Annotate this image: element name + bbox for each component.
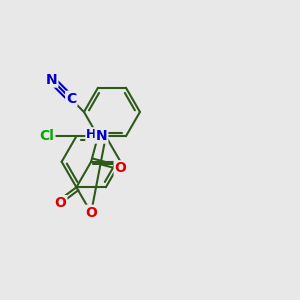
Text: O: O: [85, 206, 97, 220]
Text: O: O: [115, 161, 127, 175]
Text: N: N: [46, 73, 57, 87]
Text: Cl: Cl: [40, 129, 54, 143]
Text: H: H: [86, 128, 97, 141]
Text: C: C: [66, 92, 76, 106]
Text: N: N: [96, 129, 107, 142]
Text: O: O: [55, 196, 66, 210]
